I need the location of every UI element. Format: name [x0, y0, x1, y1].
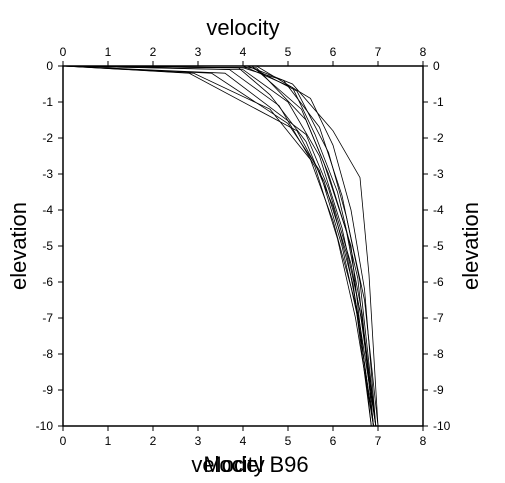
y-tick-label-right: -3: [433, 167, 444, 181]
series-line-5: [62, 65, 374, 427]
y-tick-label-left: -2: [42, 131, 53, 145]
y-tick-label-right: 0: [433, 59, 440, 73]
x-tick-label-bottom: 3: [195, 434, 202, 448]
series-line-10: [63, 65, 374, 427]
y-tick-label-right: -6: [433, 275, 444, 289]
series-line-4: [62, 65, 372, 427]
series-line-2: [62, 65, 374, 427]
y-tick-label-left: -6: [42, 275, 53, 289]
series-line-9: [63, 65, 379, 427]
x-tick-label-top: 4: [240, 45, 247, 59]
x-axis-label-secondary: Model B96: [203, 452, 308, 477]
x-tick-label-top: 7: [375, 45, 382, 59]
y-tick-label-right: -8: [433, 347, 444, 361]
x-tick-label-bottom: 7: [375, 434, 382, 448]
series-line-3: [62, 65, 377, 427]
y-tick-label-right: -10: [433, 419, 451, 433]
y-tick-label-right: -1: [433, 95, 444, 109]
y-tick-label-left: -4: [42, 203, 53, 217]
x-axis-label: velocity: [191, 452, 264, 477]
x-tick-label-top: 5: [285, 45, 292, 59]
x-tick-label-bottom: 8: [420, 434, 427, 448]
x-tick-label-top: 8: [420, 45, 427, 59]
series-lines: [62, 65, 379, 427]
series-line-11: [62, 65, 374, 427]
series-line-1: [62, 65, 372, 427]
y-axis-label-left: elevation: [6, 202, 31, 290]
series-line-8: [63, 65, 377, 427]
y-tick-label-right: -9: [433, 383, 444, 397]
y-tick-label-left: -5: [42, 239, 53, 253]
y-tick-label-left: -10: [36, 419, 54, 433]
series-line-13: [62, 65, 377, 427]
x-tick-label-bottom: 5: [285, 434, 292, 448]
x-tick-label-bottom: 2: [150, 434, 157, 448]
y-tick-label-left: -7: [42, 311, 53, 325]
y-tick-label-left: 0: [46, 59, 53, 73]
x-tick-label-bottom: 0: [60, 434, 67, 448]
x-tick-label-bottom: 6: [330, 434, 337, 448]
x-tick-label-top: 2: [150, 45, 157, 59]
chart-title: velocity: [206, 15, 279, 40]
x-tick-label-top: 0: [60, 45, 67, 59]
x-tick-label-bottom: 1: [105, 434, 112, 448]
x-tick-label-top: 3: [195, 45, 202, 59]
x-tick-label-top: 6: [330, 45, 337, 59]
x-tick-label-bottom: 4: [240, 434, 247, 448]
series-line-6: [62, 65, 377, 427]
y-axis-label-right: elevation: [458, 202, 483, 290]
y-tick-label-left: -3: [42, 167, 53, 181]
y-tick-label-right: -5: [433, 239, 444, 253]
x-tick-label-top: 1: [105, 45, 112, 59]
y-tick-label-right: -4: [433, 203, 444, 217]
series-line-12: [63, 65, 377, 427]
series-line-7: [62, 65, 379, 427]
y-tick-label-left: -8: [42, 347, 53, 361]
y-tick-label-right: -7: [433, 311, 444, 325]
y-tick-label-right: -2: [433, 131, 444, 145]
y-tick-label-left: -1: [42, 95, 53, 109]
series-line-14: [62, 65, 374, 427]
y-tick-label-left: -9: [42, 383, 53, 397]
